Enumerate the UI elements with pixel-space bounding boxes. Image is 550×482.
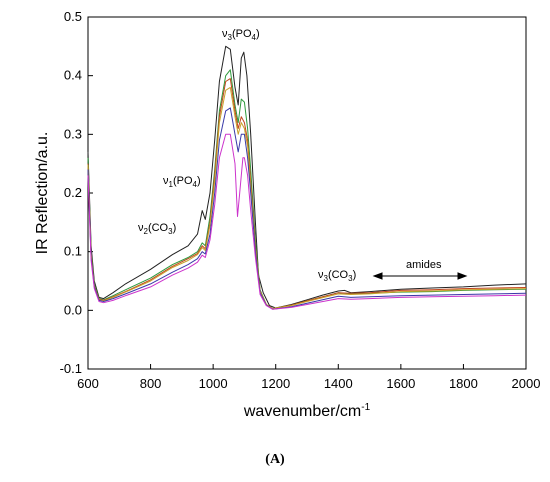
y-axis-label: IR Reflection/a.u. — [34, 132, 51, 255]
amides-range-arrow — [372, 272, 468, 280]
annot-nu1-po4: ν1(PO4) — [163, 175, 201, 189]
series-line-6 — [87, 133, 527, 310]
x-tick-label: 600 — [77, 376, 99, 391]
axis-ticks: 600 800 1000 1200 1400 1600 1800 2000 -0.1 0.0 0.1… — [60, 9, 541, 391]
y-tick-label: 0.0 — [64, 302, 82, 317]
y-tick-label: 0.4 — [64, 68, 82, 83]
y-tick-label: 0.5 — [64, 9, 82, 24]
series-line-1 — [87, 45, 527, 309]
annot-nu2-co3: ν2(CO3) — [138, 222, 176, 236]
data-series — [87, 45, 527, 310]
x-axis-label: wavenumber/cm-1 — [243, 402, 371, 420]
x-tick-label: 1800 — [449, 376, 478, 391]
y-tick-label: -0.1 — [60, 361, 82, 376]
x-tick-label: 1400 — [324, 376, 353, 391]
x-tick-label: 1000 — [199, 376, 228, 391]
plot-frame — [87, 16, 527, 370]
annot-nu3-po4: ν3(PO4) — [222, 28, 260, 42]
annot-amides: amides — [406, 259, 442, 271]
y-tick-label: 0.2 — [64, 185, 82, 200]
series-line-5 — [87, 107, 527, 310]
x-tick-label: 1200 — [261, 376, 290, 391]
series-line-4 — [87, 86, 527, 310]
x-tick-label: 800 — [140, 376, 162, 391]
x-tick-label: 2000 — [512, 376, 541, 391]
y-tick-label: 0.1 — [64, 244, 82, 259]
series-line-3 — [87, 78, 527, 310]
annot-nu3-co3: ν3(CO3) — [318, 269, 356, 283]
series-line-2 — [87, 69, 527, 310]
y-tick-label: 0.3 — [64, 126, 82, 141]
figure-caption: (A) — [265, 452, 285, 467]
x-tick-label: 1600 — [386, 376, 415, 391]
